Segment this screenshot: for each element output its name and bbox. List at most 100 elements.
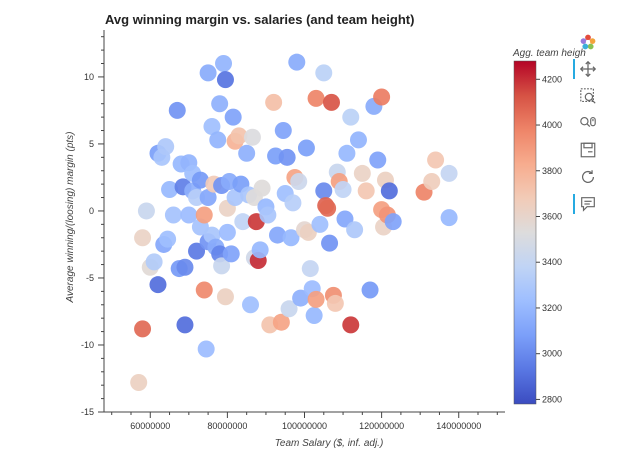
data-point[interactable]	[349, 131, 367, 149]
data-point[interactable]	[224, 108, 242, 126]
data-point[interactable]	[311, 215, 329, 233]
data-point[interactable]	[440, 164, 458, 182]
data-point[interactable]	[284, 194, 302, 212]
data-point[interactable]	[180, 206, 198, 224]
data-point[interactable]	[243, 128, 261, 146]
y-axis-label: Average winning/(loosing) margin (pts)	[65, 131, 76, 303]
data-point[interactable]	[176, 258, 194, 276]
data-point[interactable]	[211, 95, 229, 113]
data-point[interactable]	[307, 89, 325, 107]
data-point[interactable]	[226, 189, 244, 207]
data-point[interactable]	[242, 296, 260, 314]
data-point[interactable]	[342, 108, 360, 126]
x-tick-label: 60000000	[130, 421, 170, 431]
data-point[interactable]	[326, 294, 344, 312]
data-point[interactable]	[222, 245, 240, 263]
data-point[interactable]	[230, 127, 248, 145]
data-point[interactable]	[168, 101, 186, 119]
data-point[interactable]	[361, 281, 379, 299]
data-point[interactable]	[134, 229, 152, 247]
data-point[interactable]	[176, 316, 194, 334]
data-point[interactable]	[199, 189, 217, 207]
data-point[interactable]	[282, 229, 300, 247]
y-tick-label: -15	[81, 407, 94, 417]
data-point[interactable]	[338, 144, 356, 162]
data-point[interactable]	[301, 260, 319, 278]
reset-tool-icon[interactable]	[576, 165, 600, 189]
data-point[interactable]	[209, 131, 227, 149]
data-point[interactable]	[199, 64, 217, 82]
save-tool-icon[interactable]	[576, 138, 600, 162]
pan-tool-icon[interactable]	[573, 57, 600, 81]
data-point[interactable]	[265, 93, 283, 111]
data-point[interactable]	[322, 93, 340, 111]
chart-title: Avg winning margin vs. salaries (and tea…	[105, 12, 414, 27]
data-point[interactable]	[307, 290, 325, 308]
data-point[interactable]	[134, 320, 152, 338]
data-point[interactable]	[274, 122, 292, 140]
data-point[interactable]	[161, 181, 179, 199]
data-point[interactable]	[280, 300, 298, 318]
y-tick-label: 0	[89, 206, 94, 216]
data-point[interactable]	[195, 281, 213, 299]
data-point[interactable]	[315, 182, 333, 200]
data-point[interactable]	[251, 241, 269, 259]
hover-tool-icon[interactable]	[573, 192, 600, 216]
data-point[interactable]	[191, 171, 209, 189]
data-point[interactable]	[238, 144, 256, 162]
data-point[interactable]	[315, 64, 333, 82]
data-point[interactable]	[305, 306, 323, 324]
data-point[interactable]	[342, 316, 360, 334]
data-point[interactable]	[145, 253, 163, 271]
data-point[interactable]	[373, 88, 391, 106]
plot-area[interactable]	[130, 53, 458, 392]
data-point[interactable]	[440, 209, 458, 227]
data-point[interactable]	[213, 257, 231, 275]
data-point[interactable]	[380, 182, 398, 200]
colorbar-tick-label: 3200	[542, 303, 562, 313]
colorbar-tick-label: 3600	[542, 211, 562, 221]
data-point[interactable]	[137, 202, 155, 220]
y-tick-label: -10	[81, 340, 94, 350]
data-point[interactable]	[197, 340, 215, 358]
data-point[interactable]	[423, 172, 441, 190]
data-point[interactable]	[346, 221, 364, 239]
data-point[interactable]	[188, 242, 206, 260]
data-point[interactable]	[157, 138, 175, 156]
data-point[interactable]	[253, 179, 271, 197]
data-point[interactable]	[203, 118, 221, 136]
data-point[interactable]	[195, 206, 213, 224]
data-point[interactable]	[290, 172, 308, 190]
data-point[interactable]	[272, 313, 290, 331]
data-point[interactable]	[369, 151, 387, 169]
data-point[interactable]	[384, 213, 402, 231]
data-point[interactable]	[216, 288, 234, 306]
data-point[interactable]	[357, 182, 375, 200]
data-point[interactable]	[215, 55, 233, 73]
y-tick-label: -5	[86, 273, 94, 283]
data-point[interactable]	[218, 223, 236, 241]
data-point[interactable]	[427, 151, 445, 169]
data-point[interactable]	[292, 289, 310, 307]
data-point[interactable]	[353, 164, 371, 182]
data-point[interactable]	[159, 230, 177, 248]
data-point[interactable]	[278, 148, 296, 166]
y-tick-label: 5	[89, 139, 94, 149]
data-point[interactable]	[288, 53, 306, 71]
data-point[interactable]	[321, 234, 339, 252]
data-point[interactable]	[319, 199, 337, 217]
data-point[interactable]	[234, 213, 252, 231]
wheel-zoom-tool-icon[interactable]	[576, 111, 600, 135]
data-point[interactable]	[297, 139, 315, 157]
data-point[interactable]	[269, 226, 287, 244]
data-point[interactable]	[130, 374, 148, 392]
bokeh-logo-icon[interactable]	[576, 30, 600, 54]
box-zoom-tool-icon[interactable]	[576, 84, 600, 108]
data-point[interactable]	[149, 276, 167, 294]
data-point[interactable]	[259, 206, 277, 224]
data-point[interactable]	[334, 181, 352, 199]
data-point[interactable]	[164, 206, 182, 224]
data-point[interactable]	[216, 71, 234, 89]
